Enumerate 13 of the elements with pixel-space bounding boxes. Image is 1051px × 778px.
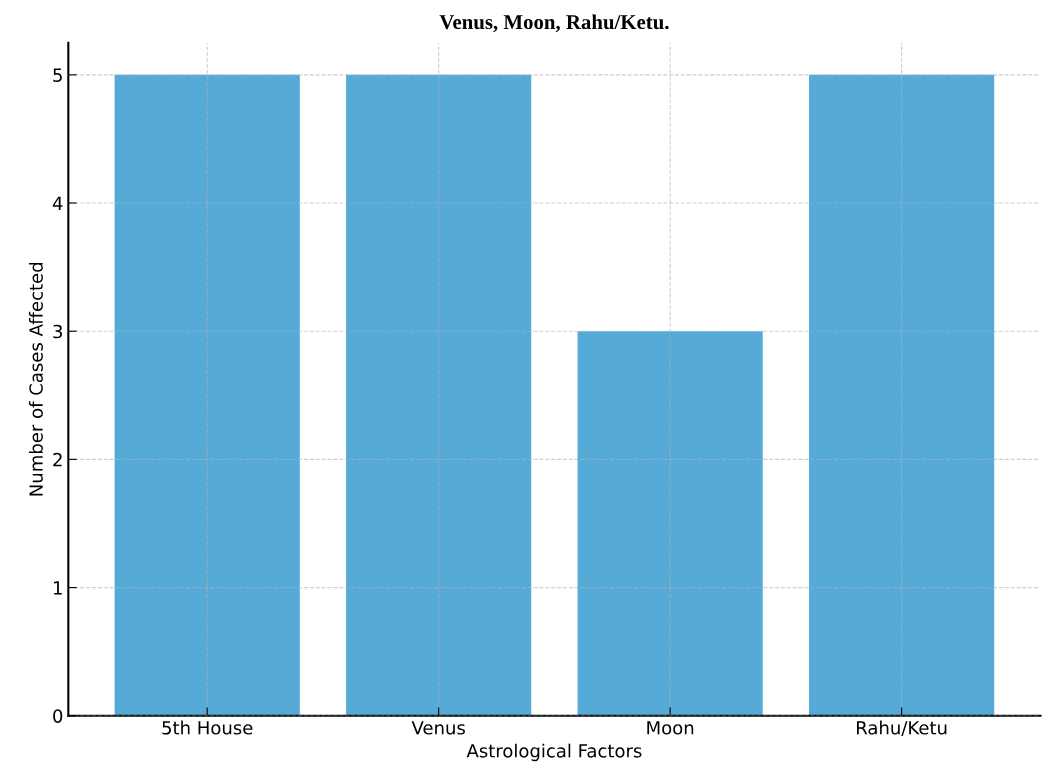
x-tick-label: 5th House <box>162 720 253 735</box>
y-axis-title: Number of Cases Affected <box>28 263 43 496</box>
y-tick-label: 1 <box>53 581 62 595</box>
x-axis-title: Astrological Factors <box>466 743 642 762</box>
x-tick-label: Venus <box>411 721 465 735</box>
y-tick-label: 4 <box>52 196 63 210</box>
chart-title: Venus, Moon, Rahu/Ketu. <box>439 14 669 33</box>
x-tick-label: Rahu/Ketu <box>857 720 947 737</box>
y-tick-label: 2 <box>53 452 62 467</box>
y-tick-label: 0 <box>53 709 63 723</box>
y-tick-label: 5 <box>53 68 62 82</box>
x-tick-label: Moon <box>647 721 694 735</box>
y-tick-label: 3 <box>53 324 63 339</box>
